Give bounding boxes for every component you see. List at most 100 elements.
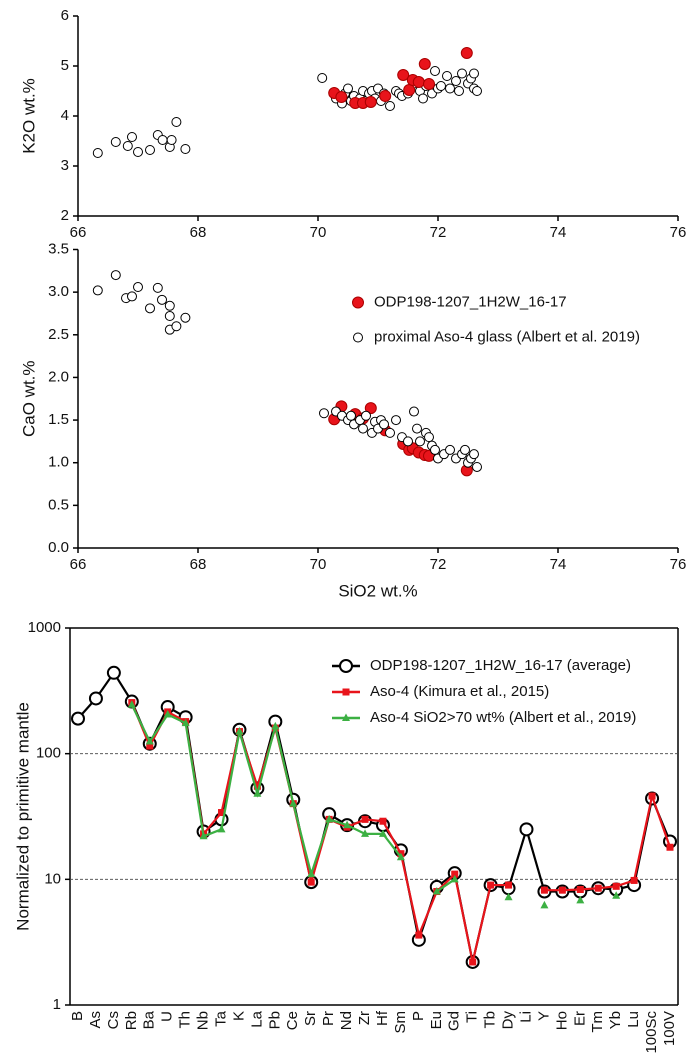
x-tick-label: 70 [310,556,327,573]
marker [594,884,602,892]
x-tick-label: 100V [661,1011,678,1046]
marker [378,829,387,837]
y-tick-label: 2 [61,207,69,224]
point [180,144,191,154]
marker [432,887,441,895]
x-tick-label: Hf [374,1010,391,1026]
marker [505,881,513,889]
marker [487,881,495,889]
point [403,84,416,96]
x-tick-label: Nd [338,1011,355,1030]
x-tick-label: Dy [500,1011,517,1030]
point [415,436,425,447]
x-tick-label: 76 [670,224,687,241]
marker [235,727,244,735]
x-tick-label: Y [535,1011,552,1021]
point [145,303,155,314]
point [335,91,348,103]
y-tick-label: 2.0 [48,368,69,385]
point [180,312,191,323]
marker [145,736,154,745]
x-tick-label: 74 [550,224,567,241]
marker [361,829,370,837]
x-tick-label: Li [517,1011,534,1023]
point [460,47,473,59]
point [92,148,103,158]
point [454,86,464,96]
x-tick-label: Tm [589,1011,606,1033]
marker [396,852,405,861]
marker [217,824,226,833]
point [157,294,167,305]
point [385,101,395,111]
point [436,81,446,91]
marker [504,892,513,901]
point [343,83,353,94]
marker [576,886,584,894]
x-tick-label: La [248,1010,265,1027]
point [457,68,467,79]
marker [181,718,190,727]
marker [127,700,136,708]
marker [630,876,638,884]
point [397,69,410,81]
legend-label: Aso-4 (Kimura et al., 2015) [370,683,549,700]
x-tick-label: Sr [302,1011,319,1026]
y-tick-label: 3 [61,157,69,174]
x-tick-label: 76 [670,556,687,573]
point [133,282,143,293]
x-tick-label: Cs [105,1011,122,1029]
x-tick-label: Ba [141,1010,158,1029]
point [133,147,143,157]
y-tick-label: 1.0 [48,454,69,471]
x-tick-label: Eu [428,1011,445,1029]
x-tick-label: Rb [123,1011,140,1030]
x-tick-label: Pb [266,1011,283,1029]
x-tick-label: Er [571,1011,588,1026]
point [430,66,440,76]
point [152,282,163,293]
y-tick-label: 3.5 [48,240,69,257]
point [364,402,377,415]
y-tick-label: 6 [61,7,69,24]
series-line [132,705,616,896]
marker [540,886,548,894]
point [122,141,133,151]
marker [612,891,621,899]
point [166,135,177,145]
x-tick-label: Gd [446,1011,463,1031]
marker [199,831,208,840]
x-tick-label: Th [177,1011,194,1029]
point [424,432,434,443]
point [423,78,435,90]
marker [307,869,316,878]
marker [415,931,423,939]
y-tick-label: 10 [44,870,61,887]
point [164,311,175,322]
marker [343,820,352,829]
point [430,444,440,455]
point [451,76,461,86]
x-tick-label: Ti [464,1011,481,1023]
point [171,321,182,332]
marker [648,792,656,800]
x-tick-label: Pr [320,1011,337,1026]
marker [451,870,459,878]
point [127,291,137,302]
x-tick-label: 68 [190,224,207,241]
x-tick-label: K [230,1011,247,1021]
x-tick-label: Sm [392,1011,409,1034]
marker [558,886,566,894]
x-tick-label: 66 [70,224,87,241]
x-tick-label: Nb [195,1011,212,1030]
x-tick-label: 72 [430,556,447,573]
legend-label: ODP198-1207_1H2W_16-17 [374,293,567,310]
marker [106,665,121,680]
y-axis-label: K2O wt.% [19,78,38,154]
point [445,444,455,455]
legend-swatch [339,659,353,673]
y-tick-label: 100 [36,745,61,762]
x-tick-label: Ho [553,1011,570,1030]
x-axis-label: SiO2 wt.% [338,581,417,600]
y-axis-label: CaO wt.% [19,360,38,437]
